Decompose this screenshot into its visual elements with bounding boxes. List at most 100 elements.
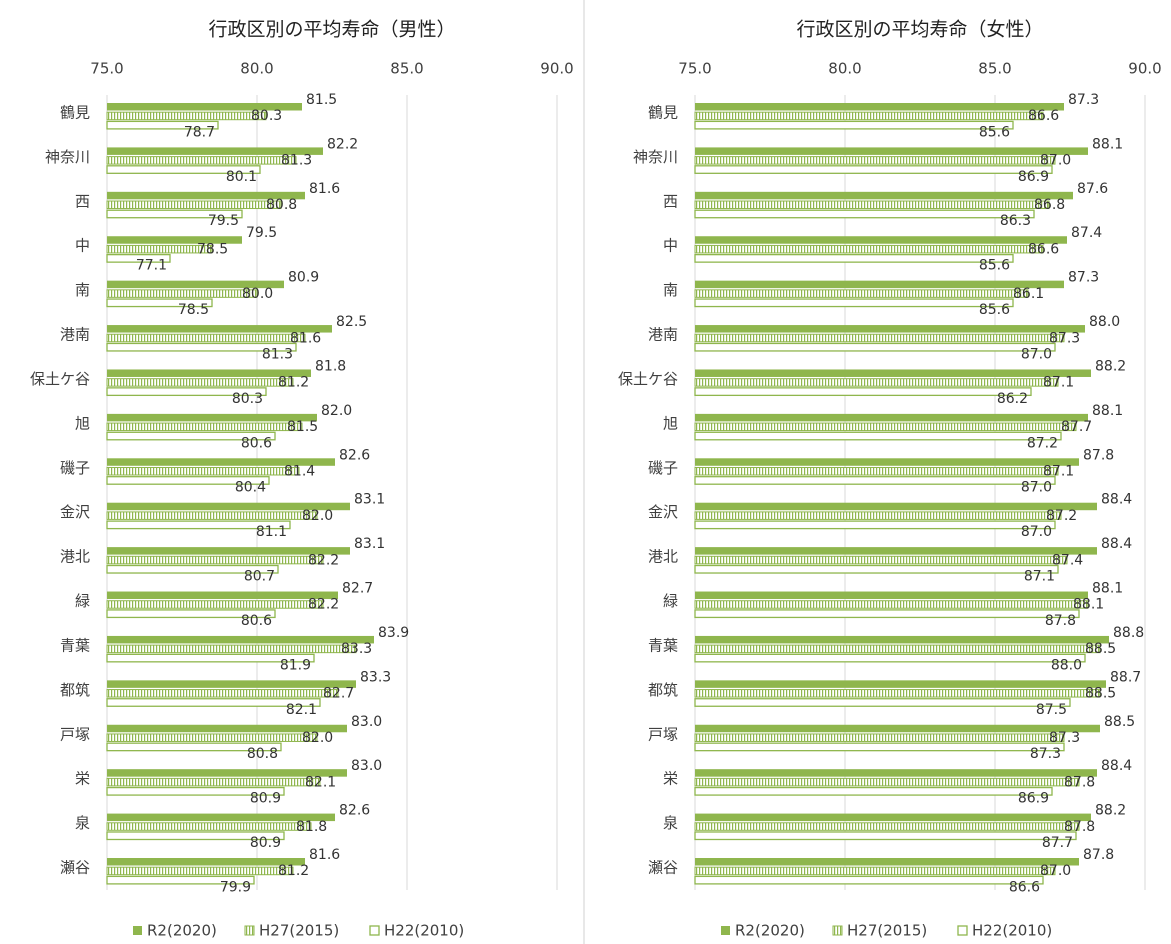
bar: [694, 378, 1059, 387]
bar: [694, 298, 1014, 308]
value-label: 87.2: [1027, 435, 1058, 451]
value-label: 87.7: [1042, 835, 1073, 851]
bar: [107, 147, 323, 155]
value-label: 81.3: [262, 346, 293, 362]
value-label: 81.4: [284, 463, 315, 479]
value-label: 79.9: [220, 879, 251, 895]
legend-swatch: [832, 925, 843, 936]
bar: [694, 476, 1056, 485]
bar: [695, 458, 1079, 466]
category-label: 磯子: [648, 459, 678, 477]
category-label: 戸塚: [60, 725, 90, 743]
bar: [695, 325, 1085, 333]
bar: [695, 680, 1106, 688]
category-label: 栄: [663, 770, 678, 788]
value-label: 88.0: [1089, 314, 1120, 330]
bar: [106, 733, 318, 742]
value-label: 80.9: [250, 835, 281, 851]
bar: [694, 253, 1014, 263]
value-label: 78.5: [197, 241, 228, 257]
value-label: 80.9: [250, 791, 281, 807]
bar: [694, 653, 1086, 663]
value-label: 88.5: [1104, 714, 1135, 730]
category-label: 旭: [663, 414, 678, 432]
value-label: 80.6: [241, 613, 272, 629]
value-label: 80.0: [242, 286, 273, 302]
bar: [107, 103, 302, 111]
value-label: 82.2: [327, 136, 358, 152]
bar: [695, 813, 1091, 822]
value-label: 83.3: [360, 669, 391, 685]
bar: [694, 609, 1080, 619]
bar: [695, 769, 1097, 777]
category-label: 港北: [648, 548, 678, 566]
value-label: 80.8: [266, 197, 297, 213]
x-tick-label: 85.0: [390, 60, 423, 78]
bar: [106, 866, 294, 876]
value-label: 78.5: [178, 302, 209, 318]
bar: [107, 502, 350, 511]
value-label: 87.4: [1052, 552, 1083, 568]
legend-swatch: [369, 925, 380, 936]
value-label: 82.2: [308, 597, 339, 613]
bar: [106, 333, 306, 343]
bar: [106, 476, 270, 485]
value-label: 87.0: [1021, 524, 1052, 540]
bar: [107, 858, 305, 866]
value-label: 81.1: [256, 524, 287, 540]
value-label: 87.7: [1061, 419, 1092, 435]
value-label: 86.3: [1000, 213, 1031, 229]
value-label: 87.3: [1030, 746, 1061, 762]
value-label: 81.8: [296, 819, 327, 835]
bar: [106, 165, 261, 174]
bar: [106, 822, 312, 831]
value-label: 81.2: [278, 375, 309, 391]
bar: [107, 236, 242, 244]
category-label: 中: [75, 237, 90, 255]
bar: [106, 520, 291, 530]
bar: [694, 422, 1077, 432]
bar: [695, 635, 1109, 644]
bar: [694, 555, 1068, 565]
bar: [695, 236, 1067, 244]
bar: [106, 777, 321, 787]
value-label: 87.3: [1049, 330, 1080, 346]
category-label: 保土ケ谷: [30, 370, 90, 388]
category-label: 鶴見: [648, 104, 678, 122]
bar: [107, 680, 356, 688]
value-label: 80.6: [241, 435, 272, 451]
bar: [694, 244, 1044, 254]
x-tick-label: 90.0: [1128, 60, 1161, 78]
value-label: 88.4: [1101, 758, 1132, 774]
bar: [694, 165, 1053, 174]
x-tick-label: 80.0: [240, 60, 273, 78]
value-label: 80.1: [226, 169, 257, 185]
value-label: 80.9: [288, 270, 319, 286]
value-label: 81.6: [290, 330, 321, 346]
bar: [694, 564, 1059, 574]
value-label: 78.7: [184, 124, 215, 140]
value-label: 81.3: [281, 153, 312, 169]
value-label: 88.2: [1095, 358, 1126, 374]
bar: [695, 413, 1088, 422]
bar: [107, 547, 350, 555]
value-label: 87.0: [1021, 346, 1052, 362]
value-label: 80.3: [251, 108, 282, 124]
value-label: 81.9: [280, 657, 311, 673]
category-label: 金沢: [648, 503, 678, 521]
value-label: 88.1: [1092, 403, 1123, 419]
bar: [106, 698, 321, 707]
value-label: 79.5: [208, 213, 239, 229]
bar: [107, 724, 347, 733]
bar: [694, 742, 1065, 752]
legend-swatch: [721, 926, 730, 935]
value-label: 87.0: [1021, 480, 1052, 496]
value-label: 88.5: [1085, 641, 1116, 657]
bar: [695, 103, 1064, 111]
category-label: 栄: [75, 770, 90, 788]
bar: [107, 458, 335, 466]
x-tick-label: 80.0: [828, 60, 861, 78]
bar: [106, 511, 318, 520]
category-label: 都筑: [60, 681, 90, 699]
chart-title: 行政区別の平均寿命（女性）: [796, 19, 1043, 41]
